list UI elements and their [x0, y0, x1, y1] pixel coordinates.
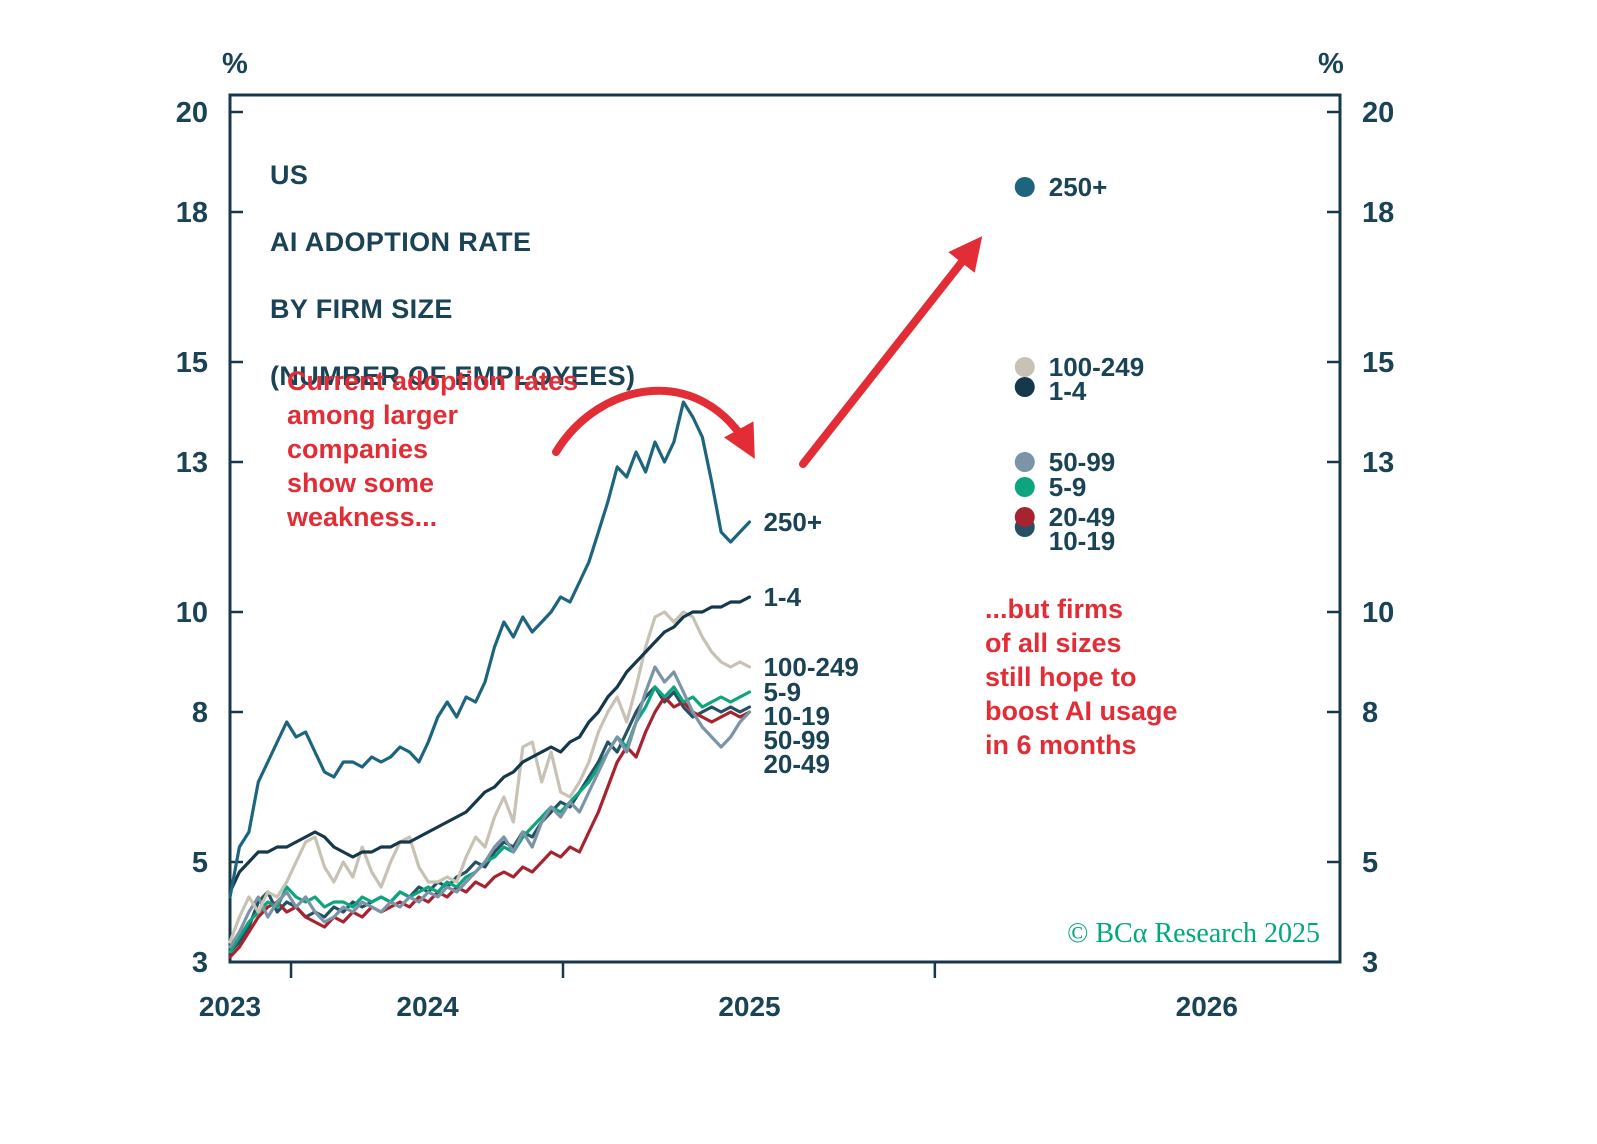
- forecast-label-10-19: 10-19: [1049, 526, 1116, 556]
- series-line-100-249: [228, 610, 752, 944]
- forecast-label-5-9: 5-9: [1049, 472, 1087, 502]
- series-line-250+: [228, 400, 752, 899]
- chart-title: US AI ADOPTION RATE BY FIRM SIZE (NUMBER…: [270, 126, 635, 427]
- x-axis-label-2026: 2026: [1176, 991, 1238, 1022]
- chart-title-line-2: AI ADOPTION RATE: [270, 227, 532, 258]
- forecast-dot-100-249: [1014, 357, 1035, 377]
- forecast-dot-1-4: [1014, 377, 1035, 397]
- y-axis-unit-left: %: [222, 48, 248, 80]
- y-axis-label-left-8: 8: [192, 697, 208, 729]
- y-axis-label-left-20: 20: [176, 97, 208, 129]
- end-label-50-99: 50-99: [763, 725, 830, 755]
- series-line-1-4: [228, 595, 752, 894]
- chart-title-line-1: US: [270, 160, 309, 191]
- y-axis-label-left-18: 18: [176, 197, 208, 229]
- series-line-50-99: [228, 665, 752, 949]
- y-axis-label-left-5: 5: [192, 847, 208, 879]
- chart-title-line-3: BY FIRM SIZE: [270, 294, 453, 325]
- x-axis-label-2023: 2023: [199, 991, 261, 1022]
- end-label-100-249: 100-249: [763, 652, 858, 682]
- y-axis-label-right-13: 13: [1362, 447, 1394, 479]
- forecast-label-50-99: 50-99: [1049, 447, 1116, 477]
- forecast-label-20-49: 20-49: [1049, 502, 1116, 532]
- y-axis-unit-right: %: [1318, 48, 1344, 80]
- forecast-label-250+: 250+: [1049, 172, 1108, 202]
- forecast-dot-250+: [1014, 177, 1035, 197]
- end-label-1-4: 1-4: [763, 582, 801, 612]
- y-axis-label-left-10: 10: [176, 597, 208, 629]
- x-axis-label-2025: 2025: [718, 991, 780, 1022]
- y-axis-label-right-5: 5: [1362, 847, 1378, 879]
- y-axis-label-right-8: 8: [1362, 697, 1378, 729]
- weakness-curved-arrow: [552, 386, 755, 459]
- series-line-10-19: [228, 685, 752, 954]
- end-label-20-49: 20-49: [763, 749, 830, 779]
- y-axis-label-left-3: 3: [192, 947, 208, 979]
- end-label-250+: 250+: [763, 507, 822, 537]
- series-line-20-49: [228, 695, 752, 959]
- y-axis-label-right-20: 20: [1362, 97, 1394, 129]
- end-label-5-9: 5-9: [763, 677, 801, 707]
- forecast-label-100-249: 100-249: [1049, 352, 1144, 382]
- hope-up-arrow: [799, 236, 983, 468]
- y-axis-label-right-15: 15: [1362, 347, 1394, 379]
- forecast-dot-5-9: [1014, 477, 1035, 497]
- y-axis-label-right-18: 18: [1362, 197, 1394, 229]
- y-axis-label-left-13: 13: [176, 447, 208, 479]
- y-axis-label-right-3: 3: [1362, 947, 1378, 979]
- end-label-10-19: 10-19: [763, 701, 830, 731]
- annotation-hope-text: ...but firms of all sizes still hope to …: [985, 594, 1178, 761]
- annotation-weakness-text: Current adoption rates among larger comp…: [287, 366, 579, 533]
- chart-title-line-4: (NUMBER OF EMPLOYEES): [270, 361, 636, 392]
- forecast-dot-20-49: [1014, 507, 1035, 527]
- plot-border: [228, 93, 1342, 964]
- forecast-label-1-4: 1-4: [1049, 376, 1087, 406]
- series-line-5-9: [228, 685, 752, 954]
- y-axis-label-left-15: 15: [176, 347, 208, 379]
- forecast-dot-50-99: [1014, 452, 1035, 472]
- x-axis-label-2024: 2024: [396, 991, 459, 1022]
- y-axis-label-right-10: 10: [1362, 597, 1394, 629]
- copyright-text: © BCα Research 2025: [1067, 918, 1320, 949]
